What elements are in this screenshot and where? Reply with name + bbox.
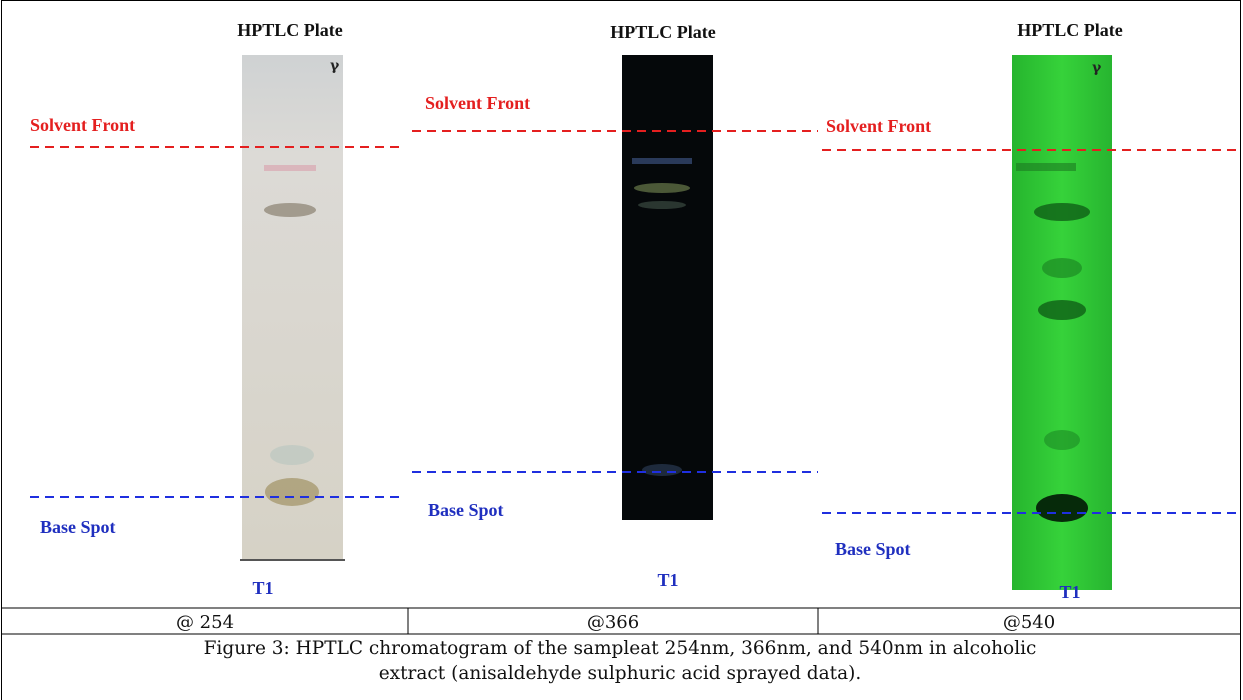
track-label: T1 bbox=[252, 578, 273, 598]
base-spot-mark bbox=[1036, 494, 1088, 522]
band bbox=[1034, 203, 1090, 221]
panel-title: HPTLC Plate bbox=[1017, 20, 1123, 40]
solvent-front-label: Solvent Front bbox=[30, 115, 135, 135]
panel-title: HPTLC Plate bbox=[610, 22, 716, 42]
plate-mark: γ bbox=[330, 58, 340, 74]
band bbox=[1016, 163, 1076, 171]
track-label: T1 bbox=[1059, 582, 1080, 602]
wavelength-label: @ 254 bbox=[176, 612, 234, 633]
solvent-front-label: Solvent Front bbox=[425, 93, 530, 113]
band bbox=[264, 165, 316, 171]
band bbox=[1042, 258, 1082, 278]
base-spot-label: Base Spot bbox=[40, 517, 116, 537]
figure-caption: Figure 3: HPTLC chromatogram of the samp… bbox=[203, 638, 1037, 684]
band bbox=[1044, 430, 1080, 450]
track-label: T1 bbox=[657, 570, 678, 590]
plate-mark: γ bbox=[1092, 60, 1102, 76]
base-spot-mark bbox=[642, 464, 682, 476]
plate bbox=[242, 55, 343, 560]
band bbox=[634, 183, 690, 193]
band bbox=[270, 445, 314, 465]
band bbox=[638, 201, 686, 209]
wavelength-label: @540 bbox=[1003, 612, 1055, 633]
base-spot-label: Base Spot bbox=[428, 500, 504, 520]
band bbox=[264, 203, 316, 217]
wavelength-label: @366 bbox=[587, 612, 639, 633]
band bbox=[1038, 300, 1086, 320]
base-spot-label: Base Spot bbox=[835, 539, 911, 559]
band bbox=[632, 158, 692, 164]
base-spot-mark bbox=[265, 478, 319, 506]
solvent-front-label: Solvent Front bbox=[826, 116, 931, 136]
panel-title: HPTLC Plate bbox=[237, 20, 343, 40]
plate bbox=[622, 55, 713, 520]
